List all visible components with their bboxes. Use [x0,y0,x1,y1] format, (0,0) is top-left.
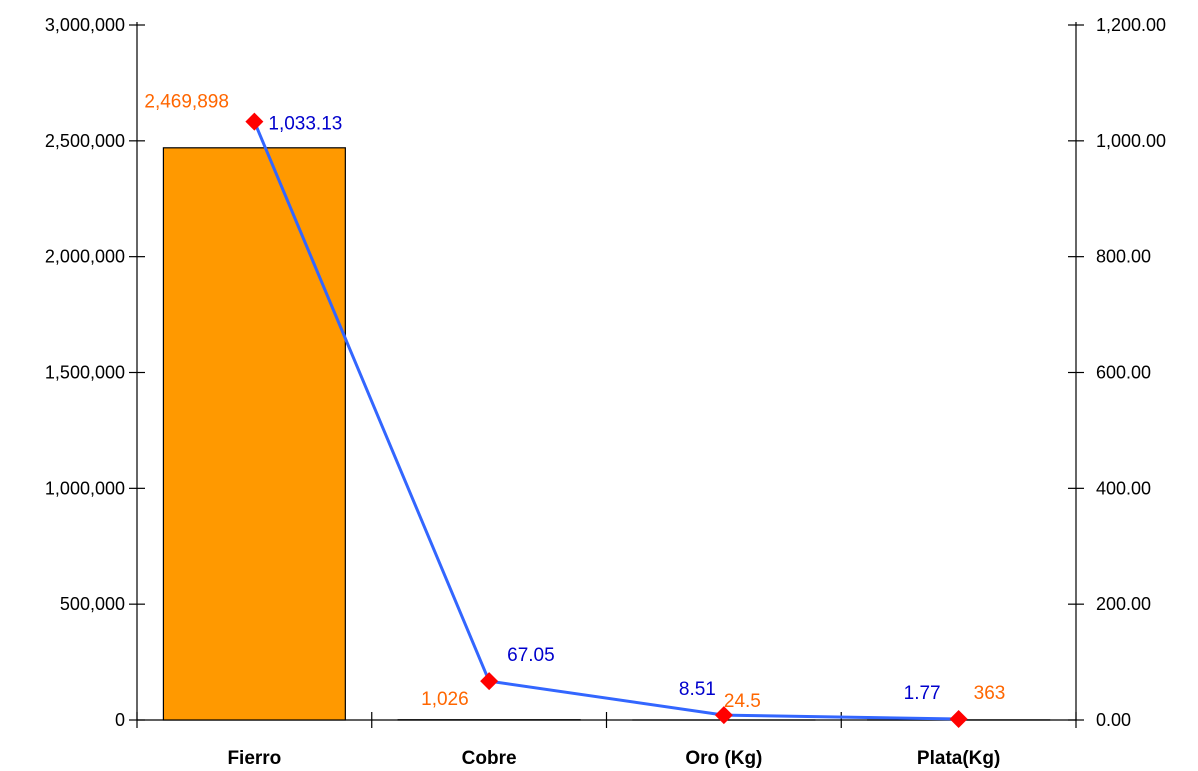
left-tick-label: 2,000,000 [45,247,125,267]
left-tick-label: 1,500,000 [45,363,125,383]
x-tick-label: Plata(Kg) [917,748,1000,769]
right-tick-label: 600.00 [1096,363,1151,383]
line-data-label: 1.77 [904,683,941,704]
right-tick-label: 200.00 [1096,594,1151,614]
bar-series [162,147,1051,721]
axes: 0 500,000 1,000,000 1,500,000 2,000,000 2,500… [45,15,1166,769]
line-data-label: 8.51 [679,679,716,700]
data-labels: 2,469,898 1,033.13 1,026 67.05 24.5 8.51 363 1.… [144,92,1005,712]
x-tick-label: Fierro [227,748,281,769]
bar-data-label: 1,026 [421,689,469,710]
right-tick-label: 1,000.00 [1096,131,1166,151]
left-tick-label: 3,000,000 [45,15,125,35]
left-tick-label: 500,000 [60,594,125,614]
x-tick-label: Oro (Kg) [685,748,762,769]
bar-data-label: 363 [974,683,1006,704]
line-path [252,121,959,721]
bar-data-label: 2,469,898 [144,92,229,113]
line-data-label: 1,033.13 [268,114,342,135]
line-point [480,672,499,691]
right-tick-label: 400.00 [1096,478,1151,498]
right-tick-label: 800.00 [1096,247,1151,267]
x-tick-label: Cobre [462,748,517,769]
line-series [245,112,968,728]
bar-data-label: 24.5 [724,691,761,712]
right-tick-label: 1,200.00 [1096,15,1166,35]
line-point [949,709,968,728]
left-tick-label: 0 [115,710,125,730]
line-data-label: 67.05 [507,645,555,666]
left-tick-label: 1,000,000 [45,478,125,498]
bar [162,147,346,721]
line-point [245,112,264,131]
line-point [714,706,733,725]
right-tick-label: 0.00 [1096,710,1131,730]
left-tick-label: 2,500,000 [45,131,125,151]
